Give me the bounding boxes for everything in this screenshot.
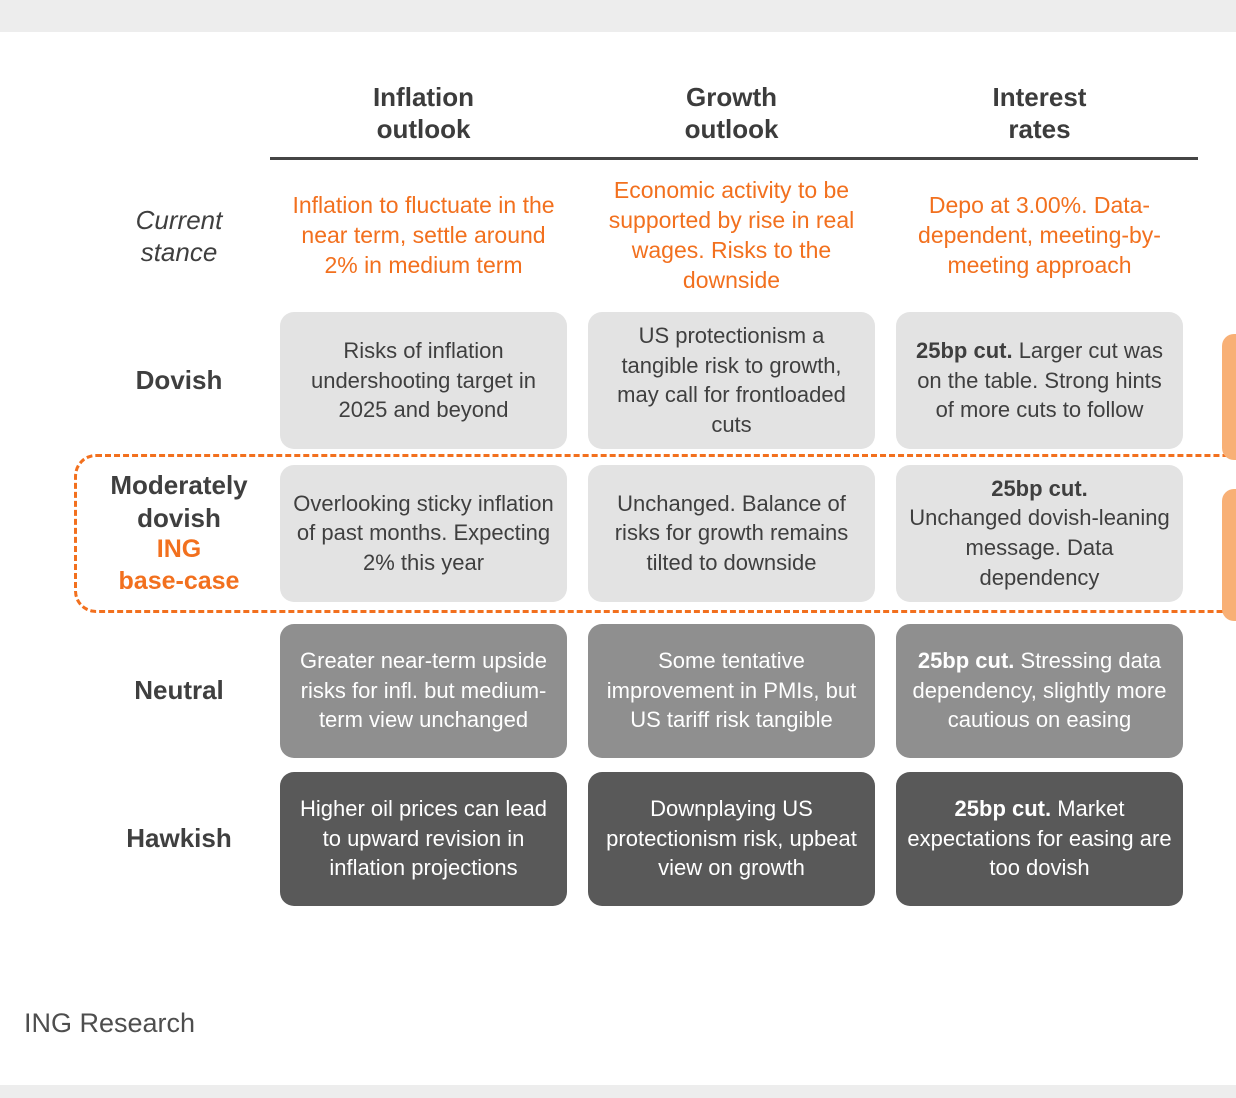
row-cells: Greater near-term upside risks for infl.…	[280, 623, 1183, 758]
cell-hawkish-inflation: Higher oil prices can lead to upward rev…	[280, 771, 567, 906]
column-header-inflation-outlook: Inflation outlook	[372, 82, 475, 144]
row-label-text: Moderately dovish	[110, 470, 248, 533]
cell-dovish-rates: 25bp cut. Larger cut was on the table. S…	[896, 312, 1183, 449]
row-label-hawkish: Hawkish	[78, 772, 280, 906]
cell-neutral-inflation: Greater near-term upside risks for infl.…	[280, 623, 567, 758]
cell-current-rates: Depo at 3.00%. Data-dependent, meeting-b…	[896, 172, 1183, 300]
row-label-text: Current stance	[135, 204, 223, 268]
cell-text: Risks of inflation undershooting target …	[310, 337, 537, 423]
cell-current-growth: Economic activity to be supported by ris…	[588, 172, 875, 300]
cell-text: Some tentative improvement in PMIs, but …	[606, 647, 857, 733]
cell-dovish-growth: US protectionism a tangible risk to grow…	[588, 312, 875, 449]
cell-neutral-growth: Some tentative improvement in PMIs, but …	[588, 623, 875, 758]
partial-card-right-dovish	[1222, 334, 1236, 460]
top-band	[0, 0, 1236, 32]
bottom-band	[0, 1085, 1236, 1098]
source-label: ING Research	[24, 1008, 196, 1038]
cell-text: Inflation to fluctuate in the near term,…	[292, 192, 555, 279]
cell-text: Greater near-term upside risks for infl.…	[300, 647, 547, 733]
cell-neutral-rates: 25bp cut. Stressing data dependency, sli…	[896, 623, 1183, 758]
column-header-growth-outlook: Growth outlook	[684, 82, 779, 144]
row-cells: Higher oil prices can lead to upward rev…	[280, 771, 1183, 906]
row-neutral: Neutral Greater near-term upside risks f…	[0, 623, 1236, 758]
cell-text: 25bp cut. Larger cut was on the table. S…	[916, 337, 1163, 423]
stance-table: Inflation outlook Growth outlook Interes…	[0, 82, 1236, 920]
cell-hawkish-growth: Downplaying US protectionism risk, upbea…	[588, 771, 875, 906]
cell-current-inflation: Inflation to fluctuate in the near term,…	[280, 172, 567, 300]
cell-hawkish-rates: 25bp cut. Market expectations for easing…	[896, 771, 1183, 906]
row-label-dovish: Dovish	[78, 312, 280, 449]
partial-card-right-base-case	[1222, 489, 1236, 621]
cell-base-case-inflation: Overlooking sticky inflation of past mon…	[280, 464, 567, 602]
cell-text: Overlooking sticky inflation of past mon…	[293, 490, 554, 575]
row-hawkish: Hawkish Higher oil prices can lead to up…	[0, 771, 1236, 906]
row-label-subtext: ING base-case	[118, 535, 240, 595]
row-label-neutral: Neutral	[78, 624, 280, 758]
cell-text: Economic activity to be supported by ris…	[608, 177, 855, 294]
row-moderately-dovish: Moderately dovish ING base-case Overlook…	[0, 453, 1236, 613]
row-label-text: Neutral	[134, 675, 224, 706]
row-current-stance: Current stance Inflation to fluctuate in…	[0, 172, 1236, 300]
header-spacer	[78, 82, 280, 157]
cell-text: Unchanged. Balance of risks for growth r…	[614, 490, 849, 575]
row-cells: Overlooking sticky inflation of past mon…	[280, 464, 1183, 602]
row-label-moderately-dovish: Moderately dovish ING base-case	[78, 465, 280, 602]
cell-text: Downplaying US protectionism risk, upbea…	[606, 795, 857, 881]
cell-base-case-growth: Unchanged. Balance of risks for growth r…	[588, 464, 875, 602]
cell-text: 25bp cut. Stressing data dependency, sli…	[912, 647, 1167, 733]
cell-base-case-rates: 25bp cut. Unchanged dovish-leaning messa…	[896, 464, 1183, 602]
row-label-text: Hawkish	[126, 823, 232, 854]
cell-text: 25bp cut. Market expectations for easing…	[907, 795, 1172, 881]
cell-text: US protectionism a tangible risk to grow…	[617, 323, 846, 438]
row-label-current-stance: Current stance	[78, 172, 280, 300]
row-cells: Risks of inflation undershooting target …	[280, 312, 1183, 449]
column-header-interest-rates: Interest rates	[992, 82, 1087, 144]
row-cells: Inflation to fluctuate in the near term,…	[280, 172, 1183, 300]
cell-text: Higher oil prices can lead to upward rev…	[299, 795, 548, 881]
row-label-text: Dovish	[135, 365, 223, 396]
header-row: Inflation outlook Growth outlook Interes…	[0, 82, 1236, 157]
header-divider	[270, 157, 1198, 161]
cell-text: Depo at 3.00%. Data-dependent, meeting-b…	[918, 192, 1161, 279]
row-dovish: Dovish Risks of inflation undershooting …	[0, 312, 1236, 449]
cell-dovish-inflation: Risks of inflation undershooting target …	[280, 312, 567, 449]
header-cells: Inflation outlook Growth outlook Interes…	[280, 82, 1183, 157]
cell-text: 25bp cut. Unchanged dovish-leaning messa…	[909, 475, 1170, 590]
